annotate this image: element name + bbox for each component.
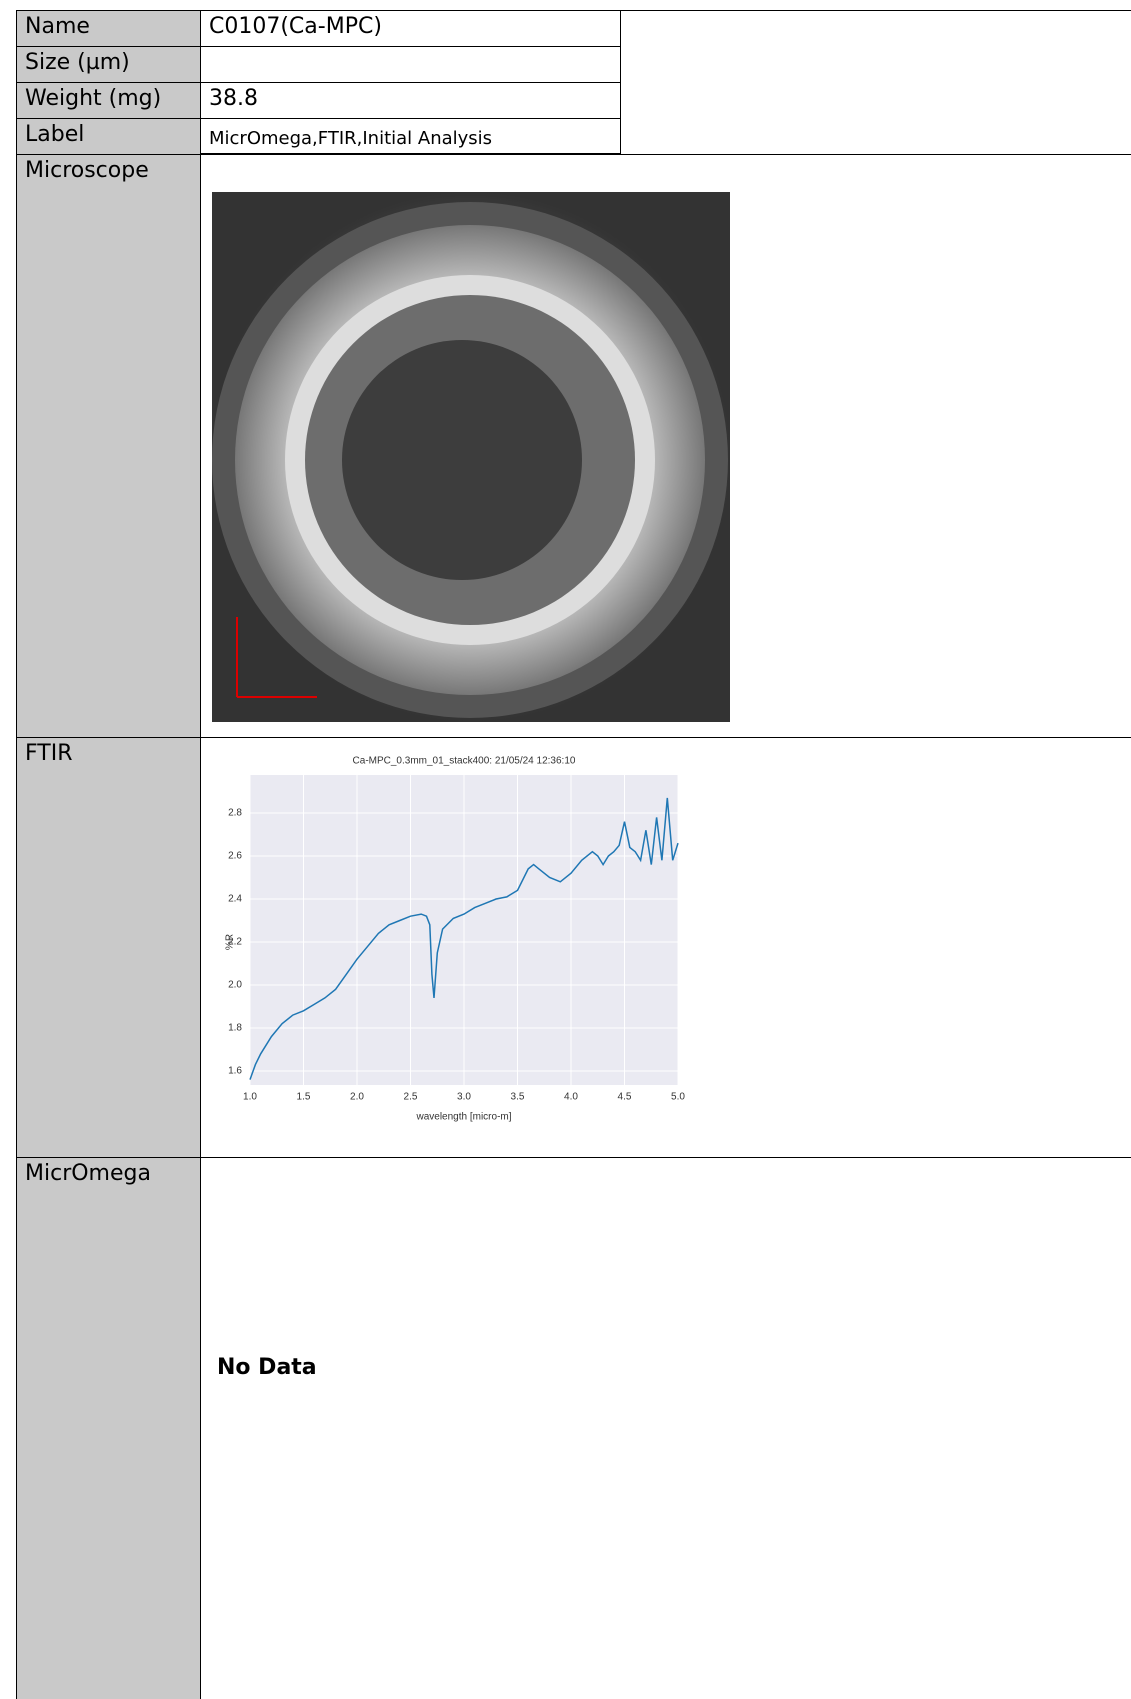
row-label: FTIR bbox=[16, 737, 201, 1157]
row-value bbox=[200, 737, 1131, 1157]
empty-cell bbox=[620, 10, 1131, 154]
row-label-text: Weight (mg) bbox=[25, 86, 162, 111]
y-tick-label: 1.8 bbox=[228, 1023, 242, 1034]
x-tick-label: 2.0 bbox=[350, 1092, 364, 1103]
row-label-text: MicrOmega bbox=[25, 1161, 151, 1186]
microscope-image bbox=[212, 192, 730, 722]
ftir-chart: Ca-MPC_0.3mm_01_stack400: 21/05/24 12:36… bbox=[225, 756, 686, 1123]
x-axis-label: wavelength [micro-m] bbox=[415, 1112, 511, 1123]
x-tick-label: 4.0 bbox=[564, 1092, 578, 1103]
row-value-text: MicrOmega,FTIR,Initial Analysis bbox=[209, 128, 493, 149]
y-tick-label: 2.2 bbox=[228, 937, 242, 948]
row-label-text: FTIR bbox=[25, 741, 73, 766]
spectrum-line bbox=[249, 797, 679, 1080]
row-label-text: Size (µm) bbox=[25, 50, 130, 75]
chart-title: Ca-MPC_0.3mm_01_stack400: 21/05/24 12:36… bbox=[353, 756, 576, 767]
x-tick-label: 3.5 bbox=[511, 1092, 525, 1103]
row-value bbox=[200, 154, 1131, 737]
row-label-text: Name bbox=[25, 14, 90, 39]
y-tick-label: 2.0 bbox=[228, 980, 242, 991]
row-label: Weight (mg) bbox=[16, 82, 201, 118]
row-label: MicrOmega bbox=[16, 1157, 201, 1699]
row-value-text: C0107(Ca-MPC) bbox=[209, 14, 382, 39]
row-label: Microscope bbox=[16, 154, 201, 737]
row-value: No Data bbox=[200, 1157, 1131, 1699]
x-tick-label: 4.5 bbox=[618, 1092, 632, 1103]
x-tick-label: 5.0 bbox=[671, 1092, 685, 1103]
row-value-text: 38.8 bbox=[209, 86, 258, 111]
x-tick-label: 1.0 bbox=[243, 1092, 257, 1103]
row-value-text: No Data bbox=[217, 1355, 317, 1380]
row-value bbox=[200, 46, 621, 82]
y-tick-label: 2.4 bbox=[228, 894, 242, 905]
row-value: 38.8 bbox=[200, 82, 621, 118]
row-label: Label bbox=[16, 118, 201, 154]
row-label: Name bbox=[16, 10, 201, 46]
y-axis-label: %R bbox=[225, 934, 236, 950]
row-label-text: Microscope bbox=[25, 158, 149, 183]
x-tick-label: 1.5 bbox=[297, 1092, 311, 1103]
row-value: C0107(Ca-MPC) bbox=[200, 10, 621, 46]
y-tick-label: 2.6 bbox=[228, 851, 242, 862]
row-label: Size (µm) bbox=[16, 46, 201, 82]
x-tick-label: 3.0 bbox=[457, 1092, 471, 1103]
y-tick-label: 1.6 bbox=[228, 1066, 242, 1077]
x-tick-label: 2.5 bbox=[404, 1092, 418, 1103]
y-tick-label: 2.8 bbox=[228, 808, 242, 819]
row-value: MicrOmega,FTIR,Initial Analysis bbox=[200, 118, 621, 154]
row-label-text: Label bbox=[25, 122, 85, 147]
